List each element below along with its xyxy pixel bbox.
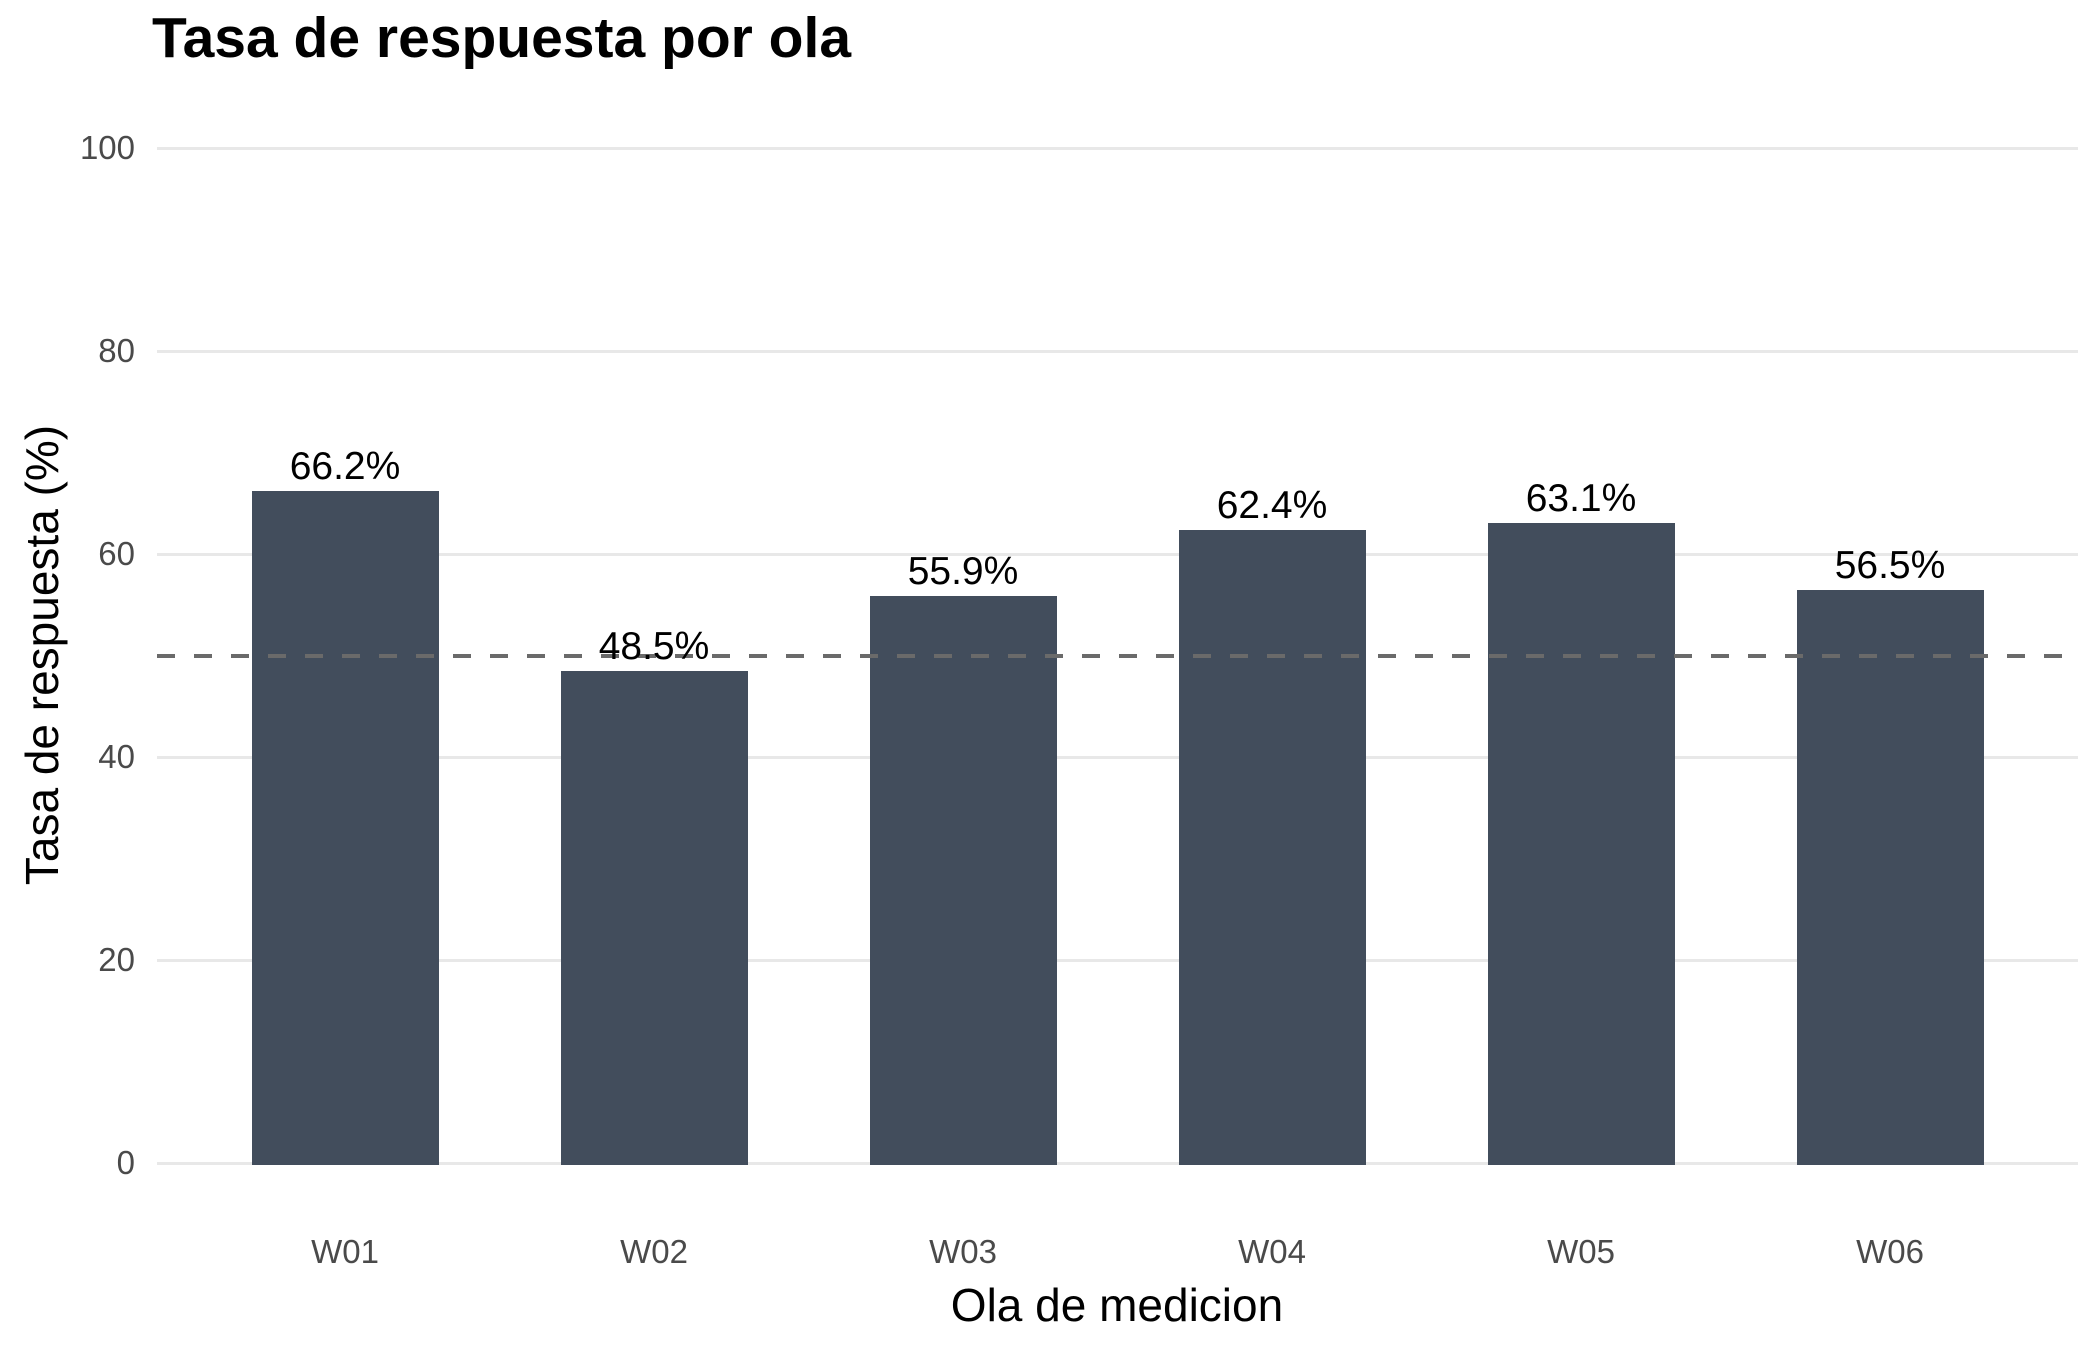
y-tick-label: 80: [98, 332, 135, 369]
bar-W05: [1487, 522, 1675, 1165]
y-tick-label: 40: [98, 738, 135, 775]
x-tick-label-W05: W05: [1547, 1233, 1615, 1270]
bar-W06: [1796, 589, 1984, 1165]
x-axis-title: Ola de medicion: [950, 1279, 1284, 1331]
x-tick-label-W03: W03: [929, 1233, 997, 1270]
y-tick-label: 0: [116, 1144, 135, 1181]
bar-value-label: 56.5%: [1834, 543, 1946, 587]
bar-value-label: 66.2%: [289, 445, 401, 489]
y-tick-label: 60: [98, 535, 135, 572]
gridline-y-0: [157, 1161, 2078, 1165]
bar-W02: [560, 670, 748, 1165]
gridline-y-100: [157, 146, 2078, 150]
bar-value-label: 48.5%: [598, 624, 710, 668]
y-tick-label: 100: [79, 129, 135, 166]
y-axis-title: Tasa de respuesta (%): [16, 424, 68, 886]
gridline-y-20: [157, 958, 2078, 962]
bar-W03: [869, 595, 1057, 1165]
reference-line-50pct: [157, 653, 2078, 658]
gridline-y-60: [157, 552, 2078, 556]
bar-W04: [1178, 529, 1366, 1165]
bar-value-label: 55.9%: [907, 549, 1019, 593]
bar-W01: [251, 491, 439, 1165]
x-tick-label-W06: W06: [1856, 1233, 1924, 1270]
x-tick-label-W04: W04: [1238, 1233, 1306, 1270]
gridline-y-40: [157, 755, 2078, 759]
bar-value-label: 63.1%: [1525, 476, 1637, 520]
gridline-y-80: [157, 349, 2078, 353]
chart-title: Tasa de respuesta por ola: [152, 6, 852, 70]
y-tick-label: 20: [98, 941, 135, 978]
bar-value-label: 62.4%: [1216, 483, 1328, 527]
x-tick-label-W02: W02: [620, 1233, 688, 1270]
x-tick-label-W01: W01: [311, 1233, 379, 1270]
